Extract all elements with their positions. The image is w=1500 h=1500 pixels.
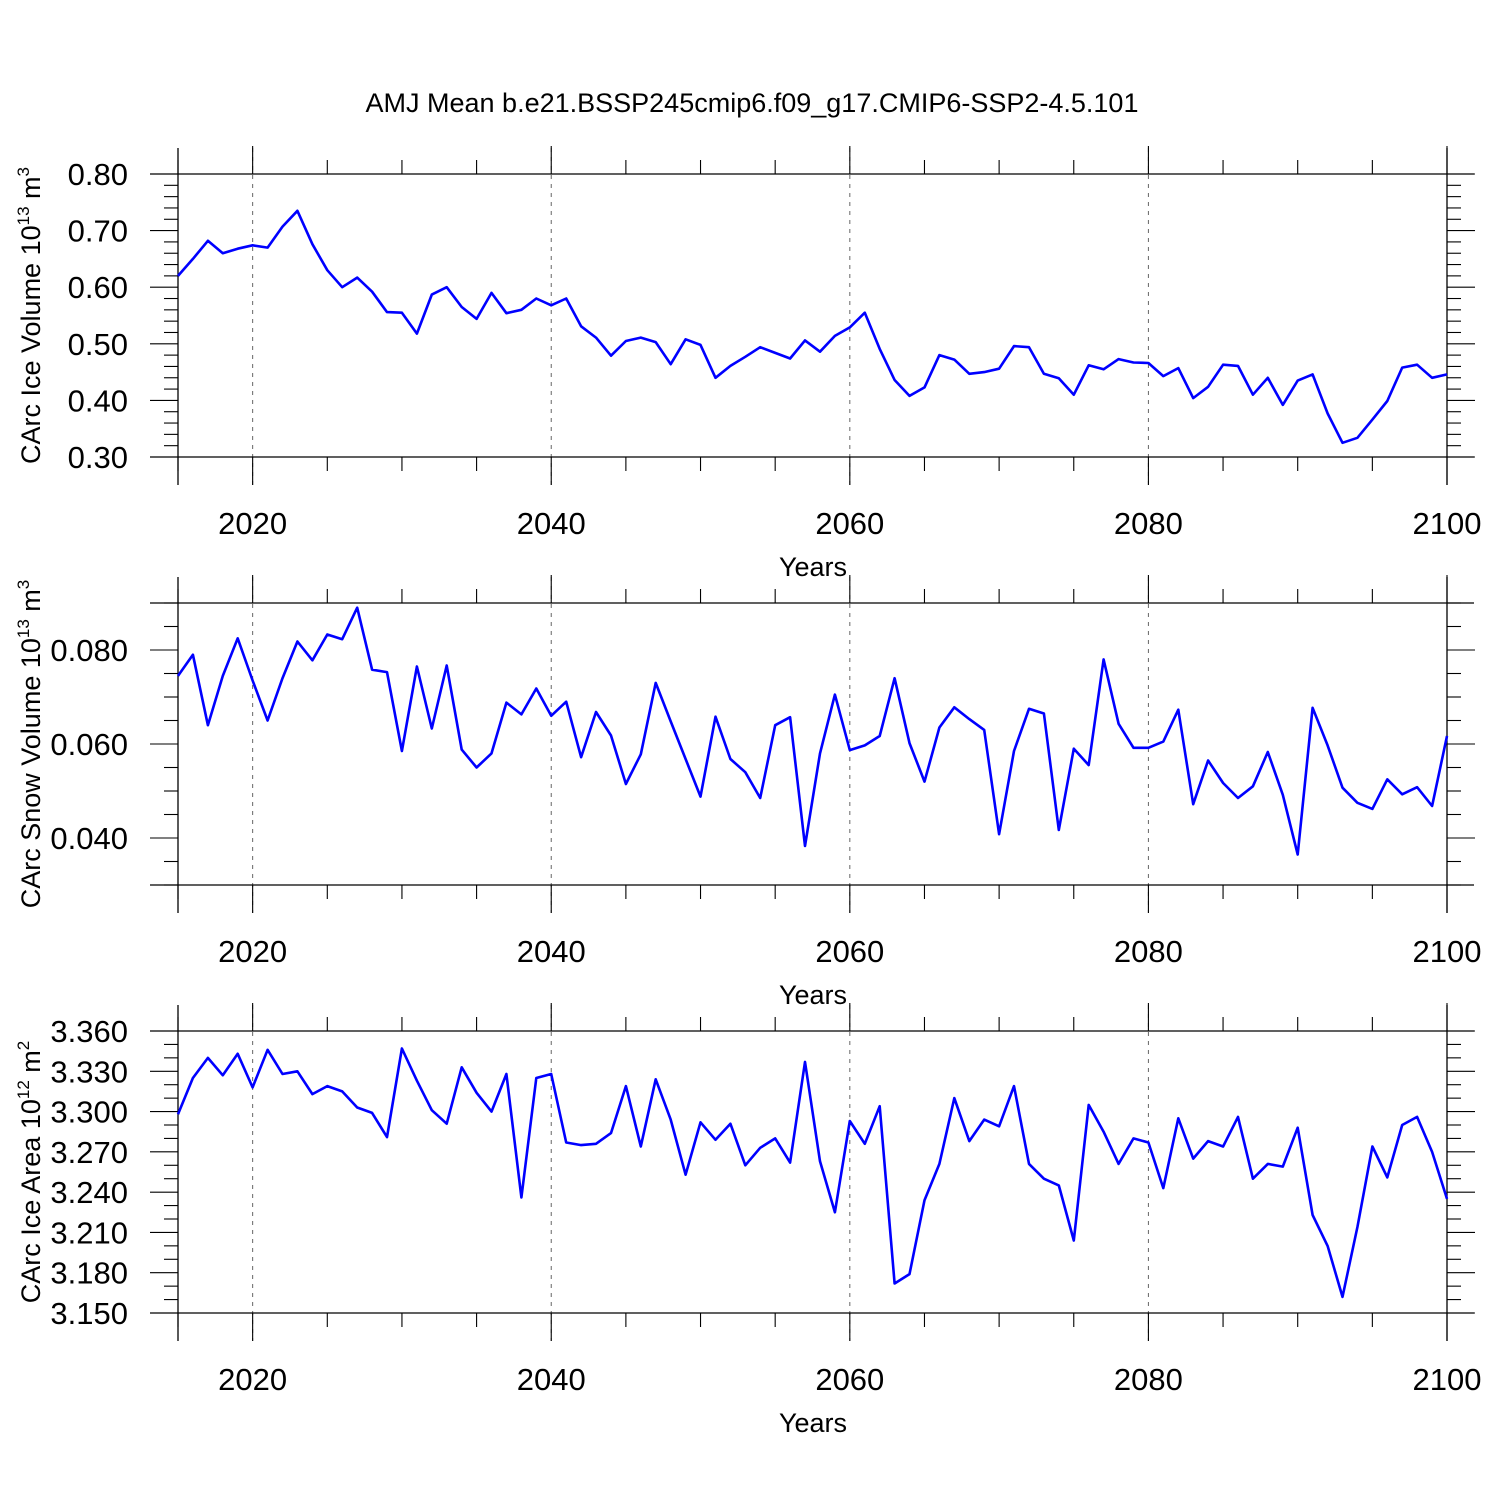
x-tick-label: 2080 — [1114, 1362, 1183, 1397]
x-tick-label: 2100 — [1413, 934, 1482, 969]
x-tick-label: 2020 — [218, 506, 287, 541]
y-tick-label: 3.240 — [50, 1175, 128, 1210]
series-line — [176, 606, 1449, 856]
x-tick-label: 2100 — [1413, 1362, 1482, 1397]
y-tick-label: 0.060 — [50, 727, 128, 762]
x-tick-label: 2040 — [517, 1362, 586, 1397]
series-line — [177, 209, 1448, 445]
y-axis-label: CArc Snow Volume 1013 m3 — [14, 580, 46, 909]
x-axis-label: Years — [779, 552, 847, 582]
x-tick-label: 2100 — [1413, 506, 1482, 541]
panel-3: 3.150 3.180 3.210 3.240 3.270 3.300 3.330 3.360… — [14, 1003, 1481, 1438]
y-tick-label: 0.040 — [50, 821, 128, 856]
x-axis-label: Years — [779, 980, 847, 1010]
x-tick-label: 2060 — [815, 1362, 884, 1397]
x-tick-label: 2060 — [815, 934, 884, 969]
panel-2: 0.040 0.060 0.080 2020 2040 2060 2080 2100 Years… — [14, 575, 1481, 1010]
y-axis-label: CArc Ice Area 1012 m2 — [14, 1041, 46, 1304]
y-tick-label: 3.210 — [50, 1215, 128, 1250]
y-tick-label: 3.330 — [50, 1054, 128, 1089]
x-tick-label: 2020 — [218, 1362, 287, 1397]
x-axis-label: Years — [779, 1408, 847, 1438]
panel-1: 0.30 0.40 0.50 0.60 0.70 0.80 2020 2040 2060 2080… — [14, 146, 1481, 582]
y-tick-label: 0.30 — [68, 440, 128, 475]
x-tick-label: 2080 — [1114, 934, 1183, 969]
x-tick-label: 2020 — [218, 934, 287, 969]
panels: 0.30 0.40 0.50 0.60 0.70 0.80 2020 2040 2060 2080… — [14, 146, 1481, 1438]
x-tick-label: 2080 — [1114, 506, 1183, 541]
chart-title: AMJ Mean b.e21.BSSP245cmip6.f09_g17.CMIP… — [366, 88, 1139, 118]
y-tick-label: 0.80 — [68, 157, 128, 192]
y-tick-label: 3.300 — [50, 1095, 128, 1130]
y-tick-label: 3.270 — [50, 1135, 128, 1170]
y-tick-label: 0.40 — [68, 383, 128, 418]
y-tick-label: 3.180 — [50, 1256, 128, 1291]
x-tick-label: 2040 — [517, 506, 586, 541]
y-tick-label: 0.080 — [50, 633, 128, 668]
series-line — [176, 1047, 1449, 1299]
y-axis-label: CArc Ice Volume 1013 m3 — [14, 167, 46, 464]
y-tick-label: 3.150 — [50, 1296, 128, 1331]
x-tick-label: 2040 — [517, 934, 586, 969]
y-tick-label: 0.70 — [68, 214, 128, 249]
y-tick-label: 0.50 — [68, 327, 128, 362]
y-tick-label: 0.60 — [68, 270, 128, 305]
x-tick-label: 2060 — [815, 506, 884, 541]
y-tick-label: 3.360 — [50, 1014, 128, 1049]
